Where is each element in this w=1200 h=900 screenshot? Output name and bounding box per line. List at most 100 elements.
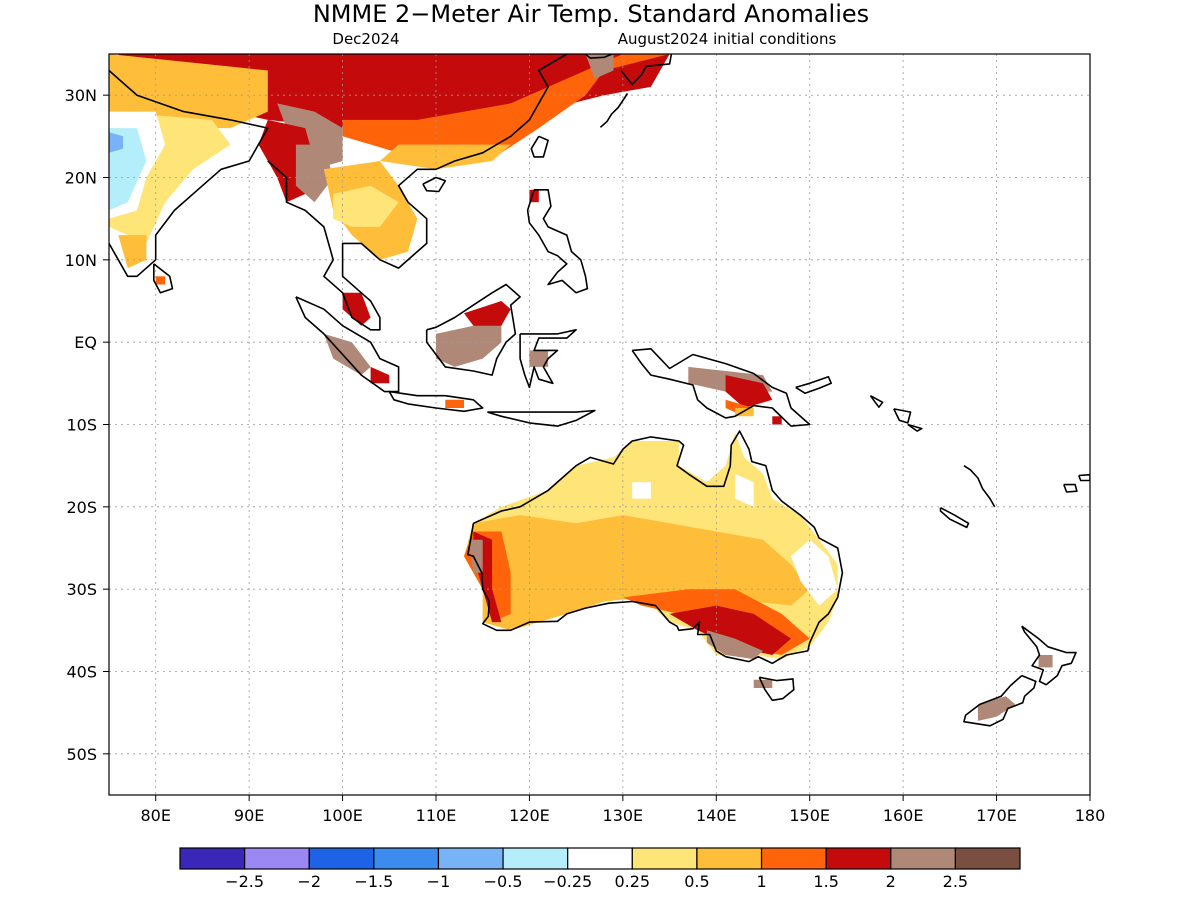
colorbar-label: 2.5 (943, 872, 968, 891)
latitude-tick-labels: 30N 20N 10N EQ 10S 20S 30S 40S 50S (65, 86, 109, 764)
anomaly-myanmar-2.5 (295, 144, 334, 203)
lon-tick-label: 120E (509, 806, 550, 825)
colorbar-label: −1 (427, 872, 451, 891)
lon-tick-label: 160E (883, 806, 924, 825)
colorbar-label: −0.5 (484, 872, 523, 891)
lat-tick-label: 30S (66, 580, 97, 599)
coastline-taiwan-coast (530, 135, 549, 158)
anomaly-shading (109, 54, 1053, 721)
anomaly-china-1.5-band (342, 54, 670, 161)
lon-tick-label: 100E (322, 806, 363, 825)
anomaly-tibet-2.5 (277, 103, 343, 170)
anomaly-aus-se-2.5 (706, 630, 763, 660)
map-frame (108, 53, 1091, 796)
anomaly-aus-west-2.5 (468, 539, 483, 573)
colorbar-swatch (760, 847, 827, 870)
lat-tick-label: 20N (65, 169, 97, 188)
coastline-japan-south (620, 54, 673, 86)
coastline-vanuatu (963, 465, 996, 508)
lat-tick-label: 10N (65, 251, 97, 270)
coastline-sumatra-coast (295, 296, 400, 393)
colorbar-label: 0.5 (684, 872, 709, 891)
colorbar-swatch (696, 847, 763, 870)
anomaly-aus-se-2 (669, 605, 791, 655)
coastline-india-coast (109, 69, 269, 278)
colorbar-swatch (631, 847, 698, 870)
coastline-fiji-2 (1078, 473, 1090, 482)
coastline-borneo-coast (425, 283, 521, 376)
lon-tick-label: 80E (140, 806, 170, 825)
anomaly-india-cooler (109, 132, 123, 153)
coastline-srilanka-coast (153, 263, 174, 294)
colorbar-swatch (954, 847, 1021, 870)
coastline-ryukyu (599, 93, 629, 128)
colorbar-label: 2 (886, 872, 896, 891)
lon-tick-label: 140E (696, 806, 737, 825)
anomaly-aus-north-white2 (632, 482, 651, 499)
colorbar-swatch (373, 847, 440, 870)
anomaly-java-1.5 (445, 399, 464, 408)
coastline-korea-coast (584, 54, 615, 59)
map-area (109, 54, 1090, 795)
anomaly-png-2 (725, 375, 773, 408)
anomaly-aus-east-white (791, 539, 838, 606)
colorbar-swatch (502, 847, 569, 870)
coastline-australia-coast (466, 430, 844, 665)
coastline-lesser-sunda (487, 409, 596, 427)
colorbar-label: 1.5 (813, 872, 838, 891)
lat-tick-label: 20S (66, 498, 97, 517)
anomaly-china-1-band (379, 144, 511, 170)
graticule (109, 54, 1090, 795)
anomaly-sumatra-2.5 (323, 333, 371, 376)
colorbar-label: −0.25 (543, 872, 592, 891)
coastline-hainan-coast (422, 176, 447, 193)
lon-tick-label: 170E (976, 806, 1017, 825)
initial-conditions: August2024 initial conditions (618, 30, 837, 48)
colorbar-swatch (437, 847, 504, 870)
coastline-solomon-3 (907, 423, 923, 432)
longitude-tick-labels: 80E 90E 100E 110E 120E 130E 140E 150E 160E 170E 18… (140, 795, 1105, 825)
coastline-nz-north (1021, 625, 1077, 686)
coastline-png-coast (631, 347, 811, 427)
anomaly-borneo-2 (464, 301, 511, 326)
lon-tick-label: 110E (416, 806, 457, 825)
coastline-tasmania-coast (758, 676, 795, 702)
coastline-java-coast (388, 390, 484, 413)
anomaly-sulawesi-2.5 (529, 350, 549, 367)
forecast-month: Dec2024 (332, 30, 399, 48)
colorbar-label: −2 (297, 872, 321, 891)
coastline-new-britain (795, 375, 833, 395)
colorbar-label: 1 (756, 872, 766, 891)
coastline-sulawesi-coast (519, 328, 577, 389)
lat-tick-label: 10S (66, 416, 97, 435)
colorbar: −2.5 −2 −1.5 −1 −0.5 −0.25 0.25 0.5 1 1.5 2 2.5 (179, 847, 1021, 891)
anomaly-malaysia-2 (342, 292, 371, 326)
colorbar-swatch (308, 847, 375, 870)
colorbar-swatch (825, 847, 892, 870)
lat-tick-label: 50S (66, 745, 97, 764)
coastline-nz-south (963, 674, 1037, 727)
anomaly-aus-west-1 (464, 515, 810, 631)
anomaly-png-east (772, 416, 782, 425)
colorbar-swatch (179, 847, 246, 870)
lon-tick-label: 90E (234, 806, 264, 825)
lat-tick-label: 30N (65, 86, 97, 105)
coastline-fiji (1063, 483, 1078, 493)
lon-tick-label: 130E (603, 806, 644, 825)
anomaly-india-south (118, 235, 147, 269)
coastline-philippines-coast (526, 189, 589, 294)
lon-tick-label: 180 (1075, 806, 1106, 825)
anomaly-nz-north-2.5 (1038, 655, 1053, 668)
anomaly-indochina-0.5 (333, 185, 399, 227)
lat-tick-label: EQ (74, 333, 97, 352)
anomaly-srilanka (155, 276, 166, 285)
figure-title: NMME 2−Meter Air Temp. Standard Anomalie… (313, 0, 869, 28)
coastlines (109, 54, 1090, 727)
colorbar-label: −1.5 (354, 872, 393, 891)
coastline-solomon-2 (893, 408, 912, 424)
colorbar-label: −2.5 (225, 872, 264, 891)
lat-tick-label: 40S (66, 663, 97, 682)
anomaly-aus-north-white (735, 473, 754, 507)
lon-tick-label: 150E (789, 806, 830, 825)
anomaly-sumatra-2 (370, 366, 390, 384)
